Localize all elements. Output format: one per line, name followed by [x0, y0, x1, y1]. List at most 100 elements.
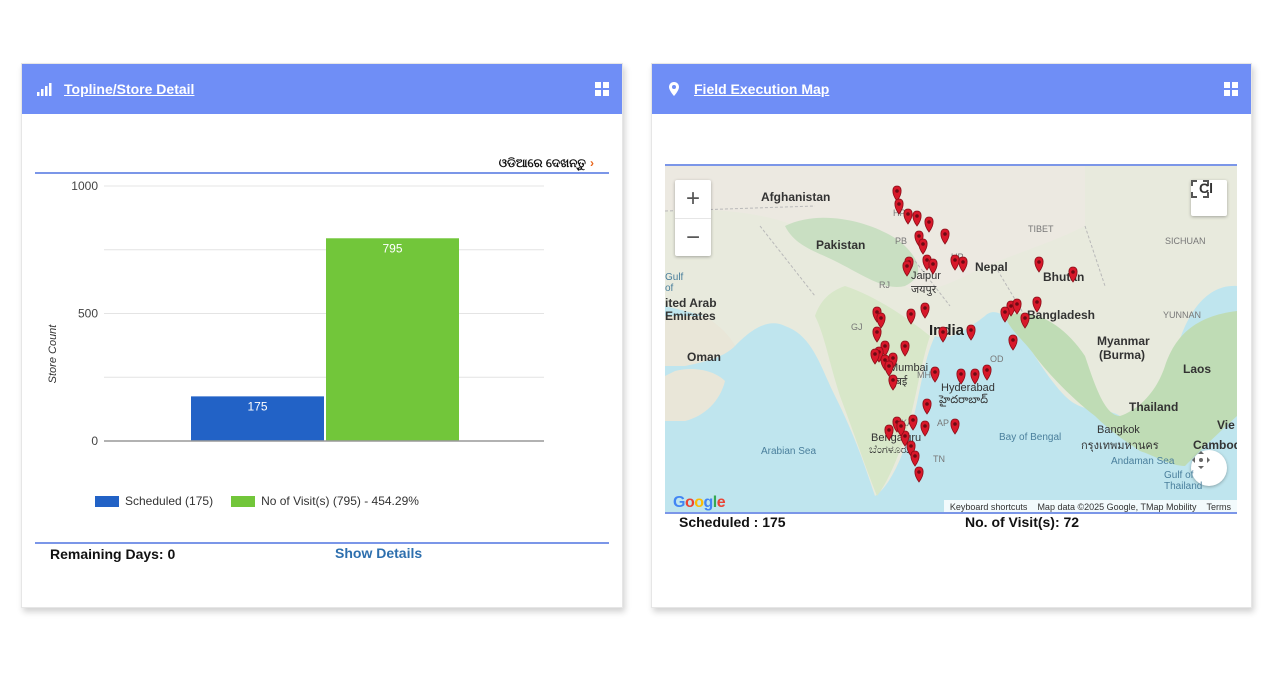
visit-marker-icon[interactable] — [924, 216, 934, 233]
scheduled-count: Scheduled : 175 — [679, 514, 786, 530]
visit-marker-icon[interactable] — [922, 398, 932, 415]
map-label-bay-of-bengal: Bay of Bengal — [999, 432, 1062, 443]
map-label-uae-2: Emirates — [665, 309, 716, 323]
zoom-control: + − — [675, 180, 711, 256]
store-count-chart: 0 500 1000 Store Count 175 795 — [47, 179, 544, 448]
legend-item-scheduled[interactable]: Scheduled (175) — [95, 494, 213, 508]
legend-swatch-scheduled — [95, 495, 119, 507]
map-label-burma: (Burma) — [1099, 348, 1146, 362]
map-label-gulf-of-thailand-1: Gulf of — [1164, 470, 1194, 481]
visit-marker-icon[interactable] — [950, 418, 960, 435]
y-tick-label: 1000 — [71, 179, 98, 193]
visit-marker-icon[interactable] — [903, 208, 913, 225]
zoom-in-button[interactable]: + — [685, 185, 700, 212]
visit-marker-icon[interactable] — [918, 238, 928, 255]
map-label-tn: TN — [933, 454, 945, 464]
visit-marker-icon[interactable] — [1008, 334, 1018, 351]
legend-label-scheduled: Scheduled (175) — [125, 494, 214, 508]
fullscreen-button[interactable] — [1191, 180, 1227, 216]
visit-marker-icon[interactable] — [1000, 306, 1010, 323]
visits-count: No. of Visit(s): 72 — [965, 514, 1080, 530]
language-link-label: ଓଡିଆରେ ଦେଖନ୍ତୁ — [498, 156, 586, 170]
map-label-gulf: Gulf — [665, 272, 684, 283]
visit-marker-icon[interactable] — [950, 254, 960, 271]
visit-marker-icon[interactable] — [930, 366, 940, 383]
visit-marker-icon[interactable] — [1020, 312, 1030, 329]
map-markers-layer — [870, 185, 1078, 483]
visit-marker-icon[interactable] — [900, 340, 910, 357]
visit-marker-icon[interactable] — [912, 210, 922, 227]
topline-card-title[interactable]: Topline/Store Detail — [64, 81, 195, 97]
field-map-card-title[interactable]: Field Execution Map — [694, 81, 830, 97]
visit-marker-icon[interactable] — [970, 368, 980, 385]
visit-marker-icon[interactable] — [894, 198, 904, 215]
legend-item-visits[interactable]: No of Visit(s) (795) - 454.29% — [231, 494, 419, 508]
visit-marker-icon[interactable] — [1032, 296, 1042, 313]
topline-store-card: Topline/Store Detail ଓଡିଆରେ ଦେଖନ୍ତୁ › 0 50… — [21, 63, 623, 608]
visit-marker-icon[interactable] — [892, 185, 902, 202]
bar-visits[interactable] — [326, 238, 459, 441]
map-label-afghanistan: Afghanistan — [761, 190, 831, 204]
map-land-layer — [665, 166, 1237, 496]
visit-marker-icon[interactable] — [900, 430, 910, 447]
language-link[interactable]: ଓଡିଆରେ ଦେଖନ୍ତୁ › — [499, 156, 594, 171]
visit-marker-icon[interactable] — [884, 424, 894, 441]
topline-card-header: Topline/Store Detail — [22, 64, 622, 114]
visit-marker-icon[interactable] — [1068, 266, 1078, 283]
visit-marker-icon[interactable] — [928, 258, 938, 275]
map-label-laos: Laos — [1183, 362, 1212, 376]
grid-icon[interactable] — [1223, 81, 1239, 97]
visit-marker-icon[interactable] — [1012, 298, 1022, 315]
visit-marker-icon[interactable] — [1034, 256, 1044, 273]
map-label-gulf-of-thailand-2: Thailand — [1164, 481, 1203, 492]
divider — [665, 512, 1237, 514]
visit-marker-icon[interactable] — [966, 324, 976, 341]
map-label-andaman-sea: Andaman Sea — [1111, 456, 1175, 467]
visit-marker-icon[interactable] — [908, 414, 918, 431]
map-label-bangkok: Bangkok — [1097, 424, 1140, 436]
map-label-cambodia: Cambodia — [1193, 438, 1237, 452]
terms-link[interactable]: Terms — [1206, 502, 1232, 512]
map-label-bengaluru-kn: ಬೆಂಗಳೂರು — [869, 444, 911, 456]
visit-marker-icon[interactable] — [896, 420, 906, 437]
map-pin-icon — [666, 81, 682, 97]
visit-marker-icon[interactable] — [958, 256, 968, 273]
bar-scheduled[interactable] — [191, 396, 324, 441]
visit-marker-icon[interactable] — [956, 368, 966, 385]
map-label-myanmar: Myanmar — [1097, 334, 1150, 348]
map-label-bangladesh: Bangladesh — [1027, 308, 1096, 322]
visit-marker-icon[interactable] — [888, 374, 898, 391]
visit-marker-icon[interactable] — [884, 360, 894, 377]
legend-swatch-visits — [231, 495, 256, 507]
map-label-pb: PB — [895, 236, 908, 246]
show-details-link[interactable]: Show Details — [335, 545, 423, 561]
keyboard-shortcuts-link[interactable]: Keyboard shortcuts — [949, 502, 1028, 512]
map-label-bangkok-th: กรุงเทพมหานคร — [1081, 440, 1159, 452]
y-axis-label: Store Count — [47, 324, 59, 384]
map-label-nepal: Nepal — [975, 260, 1008, 274]
map-label-hyderabad: Hyderabad — [941, 382, 995, 394]
visit-marker-icon[interactable] — [940, 228, 950, 245]
divider — [35, 542, 609, 544]
grid-icon[interactable] — [594, 81, 610, 97]
visit-marker-icon[interactable] — [920, 420, 930, 437]
locate-button[interactable] — [1191, 450, 1227, 486]
visit-marker-icon[interactable] — [938, 326, 948, 343]
visit-marker-icon[interactable] — [902, 260, 912, 277]
map-label-rj: RJ — [879, 280, 890, 290]
visit-marker-icon[interactable] — [920, 302, 930, 319]
map-label-mh: MH — [917, 370, 931, 380]
legend-label-visits: No of Visit(s) (795) - 454.29% — [261, 494, 419, 508]
visit-marker-icon[interactable] — [876, 312, 886, 329]
map-label-pakistan: Pakistan — [816, 238, 866, 252]
map-label-mumbai: Mumbai — [889, 362, 929, 374]
visit-marker-icon[interactable] — [872, 326, 882, 343]
visit-marker-icon[interactable] — [982, 364, 992, 381]
visit-marker-icon[interactable] — [906, 308, 916, 325]
field-execution-map[interactable]: + − Afghanistan Pakistan Nepal Bhutan In… — [665, 164, 1237, 514]
map-label-ka: KA — [901, 418, 914, 428]
visit-marker-icon[interactable] — [870, 348, 880, 365]
zoom-out-button[interactable]: − — [675, 218, 711, 257]
visit-marker-icon[interactable] — [910, 450, 920, 467]
visit-marker-icon[interactable] — [914, 466, 924, 483]
